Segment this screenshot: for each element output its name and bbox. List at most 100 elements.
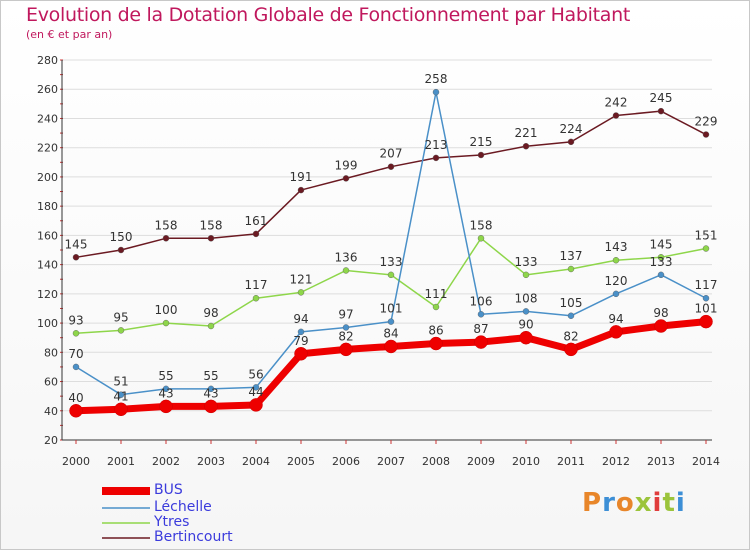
data-point [612,290,620,298]
data-point [72,363,80,371]
data-label: 70 [68,347,83,361]
data-label: 87 [473,322,488,336]
data-label: 150 [110,230,133,244]
data-label: 145 [65,237,88,251]
data-label: 158 [155,218,178,232]
data-label: 56 [248,367,263,381]
data-label: 82 [338,329,353,343]
data-point [567,138,575,146]
data-label: 55 [158,369,173,383]
data-label: 105 [560,296,583,310]
data-point [69,404,83,418]
data-label: 221 [515,126,538,140]
data-point [342,175,350,182]
data-label: 111 [425,287,448,301]
data-point [297,289,305,296]
x-tick-label: 2002 [152,455,180,468]
x-tick-label: 2007 [377,455,405,468]
y-tick-label: 220 [37,142,58,155]
data-label: 242 [605,96,628,110]
x-tick-label: 2000 [62,455,90,468]
data-point [162,319,170,327]
data-point [564,342,578,357]
data-label: 101 [380,302,403,316]
data-point [477,311,485,318]
data-point [204,399,218,414]
data-point [117,391,125,398]
data-label: 98 [653,306,668,320]
data-point [342,267,350,274]
data-label: 161 [245,214,268,228]
y-tick-label: 60 [44,376,58,389]
x-tick-label: 2008 [422,455,450,468]
data-point [72,254,80,261]
data-label: 158 [200,218,223,232]
data-label: 40 [68,391,83,405]
data-label: 108 [515,291,538,305]
data-label: 145 [650,237,673,251]
data-label: 215 [470,135,493,149]
data-point [339,342,353,357]
data-point [114,402,128,417]
data-point [474,335,488,349]
data-point [294,347,308,361]
data-point [432,154,440,162]
x-tick-label: 2014 [692,455,720,468]
x-tick-label: 2004 [242,455,270,468]
data-label: 97 [338,307,353,321]
data-label: 98 [203,306,218,320]
data-point [252,384,260,391]
data-label: 245 [650,91,673,105]
data-label: 41 [113,389,128,403]
y-tick-label: 140 [37,259,58,272]
data-label: 117 [695,278,718,292]
data-point [159,399,173,414]
x-tick-label: 2003 [197,455,225,468]
logo-letter: t [662,488,676,518]
y-tick-label: 200 [37,171,58,184]
data-point [252,295,260,302]
series [69,88,713,418]
data-label: 207 [380,147,403,161]
logo-letter: P [582,488,603,518]
data-label: 224 [560,122,583,136]
data-point [249,398,263,412]
legend-label-bus: BUS [154,482,183,498]
x-tick-label: 2012 [602,455,630,468]
x-tick-label: 2001 [107,455,135,468]
data-point [657,107,665,115]
data-label: 94 [293,312,308,326]
data-label: 43 [203,386,218,400]
data-point [522,143,530,150]
data-point [297,328,305,336]
y-tick-label: 180 [37,200,58,213]
chart-title: Evolution de la Dotation Globale de Fonc… [26,4,631,26]
data-point [657,271,665,279]
data-label: 137 [560,249,583,263]
grid [62,59,712,441]
legend [102,487,150,539]
data-labels: 40 41 43 43 44 79 82 84 86 87 90 82 94 98 101 70 51 55 55 5… [65,72,718,405]
data-point [432,88,440,96]
y-tick-label: 240 [37,112,58,125]
data-point [207,385,215,393]
data-point [162,385,170,393]
data-point [207,322,215,330]
logo-letter: i [675,488,686,518]
data-point [384,339,398,354]
y-tick-label: 160 [37,229,58,242]
data-point [117,327,125,334]
x-tick-label: 2005 [287,455,315,468]
x-tick-label: 2010 [512,455,540,468]
data-label: 79 [293,334,308,348]
data-label: 95 [113,310,128,324]
data-label: 258 [425,72,448,86]
data-label: 93 [68,313,83,327]
data-point [429,336,443,351]
legend-label-ytres: Ytres [154,514,190,530]
logo-letter: o [615,488,635,518]
data-point [522,308,530,315]
data-label: 133 [380,255,403,269]
data-point [117,246,125,254]
